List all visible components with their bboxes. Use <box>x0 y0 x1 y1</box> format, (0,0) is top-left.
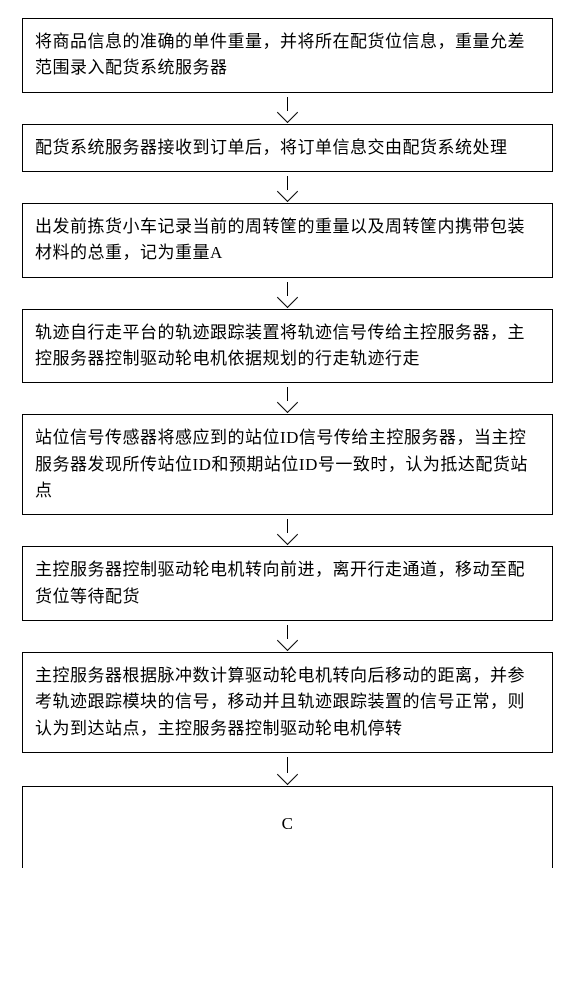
arrow-4 <box>280 387 295 410</box>
arrow-head-icon <box>277 764 298 785</box>
step-text: 主控服务器控制驱动轮电机转向前进，离开行走通道，移动至配货位等待配货 <box>35 560 525 605</box>
arrow-2 <box>280 176 295 199</box>
step-box-1: 将商品信息的准确的单件重量，并将所在配货位信息，重量允差范围录入配货系统服务器 <box>22 18 553 93</box>
arrow-head-icon <box>277 630 298 651</box>
arrow-head-icon <box>277 287 298 308</box>
arrow-1 <box>280 97 295 120</box>
step-text: 站位信号传感器将感应到的站位ID信号传给主控服务器，当主控服务器发现所传站位ID… <box>35 428 528 500</box>
arrow-7 <box>280 757 295 782</box>
arrow-6 <box>280 625 295 648</box>
arrow-3 <box>280 282 295 305</box>
step-box-7: 主控服务器根据脉冲数计算驱动轮电机转向后移动的距离，并参考轨迹跟踪模块的信号，移… <box>22 652 553 753</box>
step-text: 配货系统服务器接收到订单后，将订单信息交由配货系统处理 <box>35 138 508 157</box>
arrow-head-icon <box>277 392 298 413</box>
step-box-6: 主控服务器控制驱动轮电机转向前进，离开行走通道，移动至配货位等待配货 <box>22 546 553 621</box>
flowchart-page: 将商品信息的准确的单件重量，并将所在配货位信息，重量允差范围录入配货系统服务器 … <box>0 0 575 1000</box>
step-box-5: 站位信号传感器将感应到的站位ID信号传给主控服务器，当主控服务器发现所传站位ID… <box>22 414 553 515</box>
step-box-4: 轨迹自行走平台的轨迹跟踪装置将轨迹信号传给主控服务器，主控服务器控制驱动轮电机依… <box>22 309 553 384</box>
connector-label: C <box>282 814 294 833</box>
arrow-head-icon <box>277 102 298 123</box>
step-text: 轨迹自行走平台的轨迹跟踪装置将轨迹信号传给主控服务器，主控服务器控制驱动轮电机依… <box>35 323 525 368</box>
arrow-head-icon <box>277 524 298 545</box>
arrow-head-icon <box>277 181 298 202</box>
step-text: 出发前拣货小车记录当前的周转筐的重量以及周转筐内携带包装材料的总重，记为重量A <box>35 217 525 262</box>
step-text: 主控服务器根据脉冲数计算驱动轮电机转向后移动的距离，并参考轨迹跟踪模块的信号，移… <box>35 666 525 738</box>
connector-box: C <box>22 786 553 867</box>
step-box-3: 出发前拣货小车记录当前的周转筐的重量以及周转筐内携带包装材料的总重，记为重量A <box>22 203 553 278</box>
arrow-5 <box>280 519 295 542</box>
step-text: 将商品信息的准确的单件重量，并将所在配货位信息，重量允差范围录入配货系统服务器 <box>35 32 525 77</box>
step-box-2: 配货系统服务器接收到订单后，将订单信息交由配货系统处理 <box>22 124 553 172</box>
